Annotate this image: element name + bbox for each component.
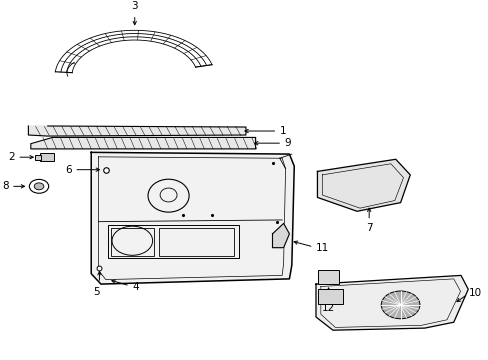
Polygon shape: [91, 152, 294, 284]
Bar: [41, 153, 54, 161]
Text: 11: 11: [315, 243, 328, 253]
Bar: [108, 225, 238, 258]
Bar: [35, 155, 41, 159]
Polygon shape: [28, 126, 245, 136]
Text: 10: 10: [468, 288, 481, 298]
Circle shape: [34, 183, 44, 190]
Text: 1: 1: [279, 126, 286, 136]
Bar: [318, 270, 338, 284]
Polygon shape: [315, 275, 468, 330]
Text: 8: 8: [2, 181, 9, 191]
Text: 6: 6: [65, 165, 72, 175]
Circle shape: [381, 291, 419, 319]
Polygon shape: [317, 159, 409, 211]
Text: 5: 5: [93, 287, 99, 297]
Text: 4: 4: [132, 282, 139, 292]
Bar: [110, 228, 154, 256]
Polygon shape: [272, 224, 289, 248]
Text: 12: 12: [321, 303, 334, 313]
Text: 3: 3: [131, 1, 138, 11]
Bar: [318, 289, 342, 304]
Text: 7: 7: [365, 224, 372, 233]
Text: 2: 2: [9, 152, 15, 162]
Polygon shape: [31, 138, 255, 149]
Bar: [159, 228, 233, 256]
Text: 9: 9: [284, 138, 291, 148]
